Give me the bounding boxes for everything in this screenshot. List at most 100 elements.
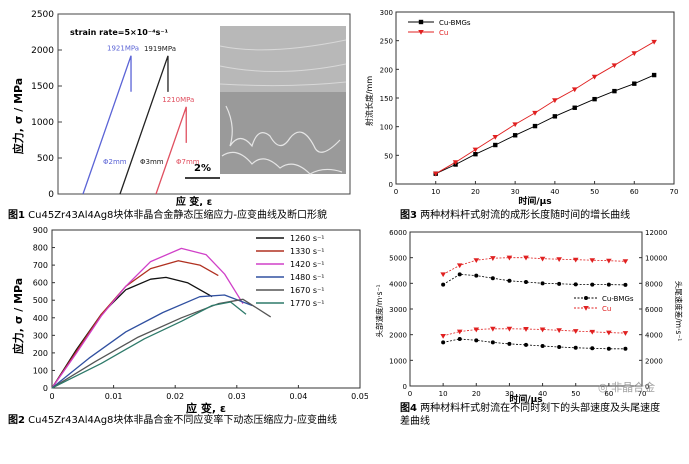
fig4-y-tick-label: 1000 xyxy=(389,357,407,365)
fig1-y-tick-label: 0 xyxy=(48,190,54,200)
fig1-caption-text: Cu45Zr43Al4Ag8块体非晶合金静态压缩应力-应变曲线及断口形貌 xyxy=(28,210,328,221)
fig4-x-tick-label: 0 xyxy=(408,390,412,398)
fig3-point xyxy=(592,96,597,102)
fig4-point xyxy=(507,278,512,283)
fig3-x-tick-label: 60 xyxy=(630,188,639,196)
fig4-y-tick-label: 4000 xyxy=(389,280,407,288)
fig4-point xyxy=(606,258,612,264)
fig2-series-line xyxy=(51,276,213,389)
fig4-point xyxy=(490,340,495,345)
fig3-caption-text: 两种材料杆式射流的成形长度随时间的增长曲线 xyxy=(420,210,631,221)
fig2-y-tick-label: 700 xyxy=(33,261,48,270)
fig4-y2-label: 头尾速度差/m·s⁻¹ xyxy=(674,281,684,342)
fig2-legend-label: 1670 s⁻¹ xyxy=(290,286,325,295)
fig1-curve xyxy=(119,55,169,195)
fig2-y-tick-label: 400 xyxy=(33,314,48,323)
fig2-legend-label: 1480 s⁻¹ xyxy=(290,273,325,282)
fig1-curves: 1921MPa Φ2mm 1919MPa Φ3mm 1210MPa Φ7mm xyxy=(82,45,200,195)
fig3-point xyxy=(571,87,578,93)
fig4-point xyxy=(474,273,479,278)
fig3-y-tick-label: 200 xyxy=(380,66,393,74)
fig2-x-tick-label: 0.02 xyxy=(166,392,184,401)
fig2-x-tick-label: 0.05 xyxy=(351,392,368,401)
fig3-y-label: 射流长度/mm xyxy=(364,76,374,126)
fig2-series-line xyxy=(51,294,253,389)
fig3-point xyxy=(631,51,638,57)
fig3-point xyxy=(512,133,518,138)
fig4-legend-label: Cu xyxy=(602,305,611,313)
fig1-sem-top xyxy=(220,26,346,92)
fig3-point xyxy=(532,123,538,129)
fig4-point xyxy=(623,346,628,351)
fig4-y2-tick-label: 4000 xyxy=(645,332,663,340)
fig4-x-label: 时间/μs xyxy=(509,393,542,404)
fig1-sem-lines xyxy=(219,39,347,87)
fig4-point xyxy=(524,280,528,285)
fig4-point xyxy=(490,276,495,281)
fig4-point xyxy=(622,331,629,336)
fig4-point xyxy=(589,329,596,335)
fig4-point xyxy=(507,341,512,346)
fig3-point xyxy=(612,88,617,94)
fig4-point xyxy=(457,272,462,277)
fig3-y-tick-label: 100 xyxy=(380,124,393,132)
fig2-y-tick-label: 200 xyxy=(33,349,48,358)
fig4-point xyxy=(473,327,480,333)
fig1-series-label: Φ2mm xyxy=(103,158,127,166)
fig3-point xyxy=(472,147,479,153)
fig3-series-line xyxy=(435,41,655,175)
fig4-series-line xyxy=(442,257,626,275)
fig2-y-tick-label: 800 xyxy=(33,244,48,253)
fig1-scale-label: 2% xyxy=(194,163,211,174)
fig4-point xyxy=(573,282,578,287)
fig2-series-line xyxy=(51,247,244,389)
fig3-legend-marker xyxy=(418,19,424,25)
fig3-frame xyxy=(395,11,675,185)
fig4-point xyxy=(441,340,446,345)
fig4-legend-label: Cu-BMGs xyxy=(602,295,634,303)
fig2-y-label: 应力, σ / MPa xyxy=(11,278,25,354)
fig1-peak-label: 1210MPa xyxy=(162,96,194,104)
fig2-series-line xyxy=(51,301,247,389)
fig3-y-tick-label: 250 xyxy=(380,38,393,46)
fig4-point xyxy=(606,346,611,351)
fig3-x-tick-label: 70 xyxy=(670,188,679,196)
fig2-y-tick-label: 500 xyxy=(33,296,48,305)
fig4-series-line xyxy=(442,328,626,337)
fig3-caption-label: 图3 xyxy=(400,210,417,221)
fig4-point xyxy=(589,258,596,264)
fig3-legend-label: Cu xyxy=(439,29,448,37)
fig4-point xyxy=(540,343,545,348)
fig4-point xyxy=(590,346,595,351)
fig3-point xyxy=(611,63,618,69)
watermark-text: 非晶合金 xyxy=(611,381,656,394)
fig2-x-label: 应 变, ε xyxy=(186,401,226,415)
fig1-y-tick-label: 2000 xyxy=(31,46,54,56)
fig4-y2-tick-label: 2000 xyxy=(645,357,663,365)
fig2-series-line xyxy=(51,260,219,389)
fig2-chart: 0 100 200 300 400 500 600 700 800 900 0 0.01 0.02 0.0… xyxy=(11,226,369,415)
fig4-y-tick-label: 5000 xyxy=(389,255,407,263)
fig3-x-tick-label: 0 xyxy=(394,188,398,196)
fig2-legend-label: 1330 s⁻¹ xyxy=(290,247,325,256)
fig1-peak-label: 1919MPa xyxy=(144,45,176,53)
fig4-x-tick-label: 60 xyxy=(604,390,613,398)
fig2-x-tick-label: 0.03 xyxy=(228,392,246,401)
fig3-x-tick-label: 50 xyxy=(590,188,599,196)
fig1-series-label: Φ3mm xyxy=(140,158,164,166)
fig3-point xyxy=(572,105,577,110)
fig4-point xyxy=(572,329,579,334)
fig4-point xyxy=(539,256,546,262)
fig4-point xyxy=(523,327,529,332)
fig1-y-axis: 0 500 1000 1500 2000 2500 xyxy=(31,10,62,200)
fig3-point xyxy=(591,74,598,80)
fig3-point xyxy=(432,171,439,177)
fig3-x-tick-label: 40 xyxy=(550,188,559,196)
fig4-point xyxy=(506,255,513,261)
fig4-y-tick-label: 2000 xyxy=(389,332,407,340)
fig4-caption-text: 两种材料杆式射流在不同时刻下的头部速度及头尾速度差曲线 xyxy=(400,403,661,427)
fig1-curve xyxy=(82,55,132,195)
fig1-curve xyxy=(155,106,187,195)
fig4-point xyxy=(556,257,562,263)
fig1-y-label: 应力, σ / MPa xyxy=(11,78,25,154)
